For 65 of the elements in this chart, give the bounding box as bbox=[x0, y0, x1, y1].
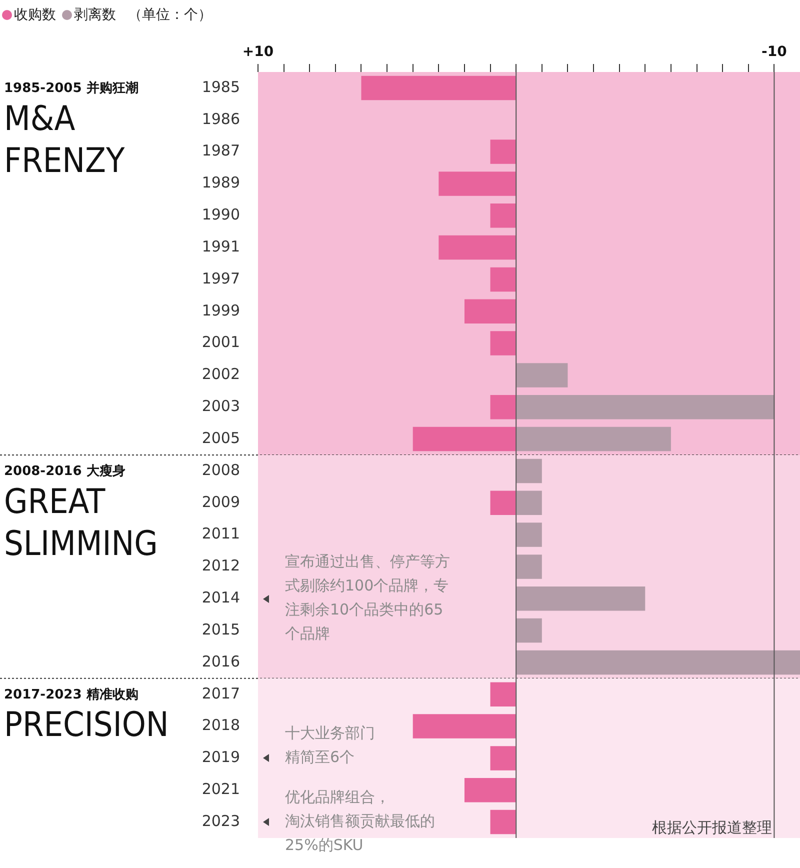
x-tick-label: -10 bbox=[762, 44, 788, 60]
annotation: 宣布通过出售、停产等方式剔除约100个品牌，专注剩余10个品类中的65个品牌 bbox=[285, 552, 450, 643]
bar bbox=[516, 618, 542, 643]
bar bbox=[438, 172, 516, 196]
x-tick-label: +10 bbox=[242, 44, 274, 60]
y-tick-label: 1985 bbox=[202, 78, 240, 96]
y-tick-label: 2005 bbox=[202, 428, 240, 447]
y-tick-label: 2011 bbox=[202, 524, 240, 543]
bar bbox=[516, 554, 542, 579]
y-tick-label: 2018 bbox=[202, 716, 240, 734]
text: 2017-2023 精准收购 bbox=[4, 686, 138, 702]
bar bbox=[361, 76, 516, 100]
text: GREAT SLIMMING bbox=[4, 482, 158, 564]
bar bbox=[516, 458, 542, 484]
y-tick-label: 2016 bbox=[202, 652, 240, 670]
y-tick-label: 1997 bbox=[202, 269, 240, 288]
bar bbox=[438, 235, 516, 260]
annotation: 优化品牌组合，淘汰销售额贡献最低的25%的SKU bbox=[285, 788, 435, 854]
bar bbox=[490, 140, 516, 164]
bar bbox=[490, 682, 516, 707]
y-tick-label: 2015 bbox=[202, 620, 240, 638]
bar bbox=[490, 394, 516, 420]
y-tick-label: 1989 bbox=[202, 174, 240, 192]
y-tick-label: 1999 bbox=[202, 301, 240, 320]
bar bbox=[490, 490, 516, 516]
text: 1985-2005 并购狂潮 bbox=[4, 80, 138, 96]
y-tick-label: 2023 bbox=[202, 812, 240, 830]
bar bbox=[464, 778, 516, 802]
bar bbox=[490, 203, 516, 228]
legend-label: 收购数 bbox=[13, 6, 56, 24]
bar bbox=[412, 714, 516, 738]
y-tick-label: 2008 bbox=[202, 460, 240, 479]
bar bbox=[490, 267, 516, 292]
bar bbox=[516, 394, 774, 420]
y-tick-label: 2009 bbox=[202, 492, 240, 511]
text: M&A FRENZY bbox=[4, 98, 125, 181]
y-tick-label: 2001 bbox=[202, 333, 240, 352]
annotation: 十大业务部门精简至6个 bbox=[285, 724, 375, 766]
text: 2008-2016 大瘦身 bbox=[4, 462, 126, 479]
bar bbox=[516, 522, 542, 547]
y-tick-label: 2014 bbox=[202, 588, 240, 607]
y-tick-label: 1991 bbox=[202, 237, 240, 256]
bar bbox=[490, 746, 516, 770]
y-tick-label: 1986 bbox=[202, 110, 240, 128]
bar bbox=[516, 586, 646, 611]
y-tick-label: 2017 bbox=[202, 684, 240, 702]
text: PRECISION bbox=[4, 705, 169, 746]
legend-label: 剥离数 bbox=[73, 6, 116, 24]
legend-title: （单位：个） bbox=[128, 6, 212, 24]
y-tick-label: 2019 bbox=[202, 748, 240, 766]
bar bbox=[490, 331, 516, 356]
y-tick-label: 2002 bbox=[202, 365, 240, 384]
bar bbox=[516, 650, 800, 675]
y-tick-label: 2012 bbox=[202, 556, 240, 575]
y-tick-label: 2021 bbox=[202, 780, 240, 798]
bar bbox=[516, 363, 568, 388]
annotation: 根据公开报道整理 bbox=[652, 818, 772, 836]
bar bbox=[516, 490, 542, 516]
bar bbox=[464, 299, 516, 324]
y-tick-label: 2003 bbox=[202, 397, 240, 416]
bar bbox=[490, 810, 516, 834]
bar bbox=[412, 426, 516, 452]
bar bbox=[516, 426, 671, 452]
y-tick-label: 1987 bbox=[202, 142, 240, 160]
y-tick-label: 1990 bbox=[202, 206, 240, 224]
